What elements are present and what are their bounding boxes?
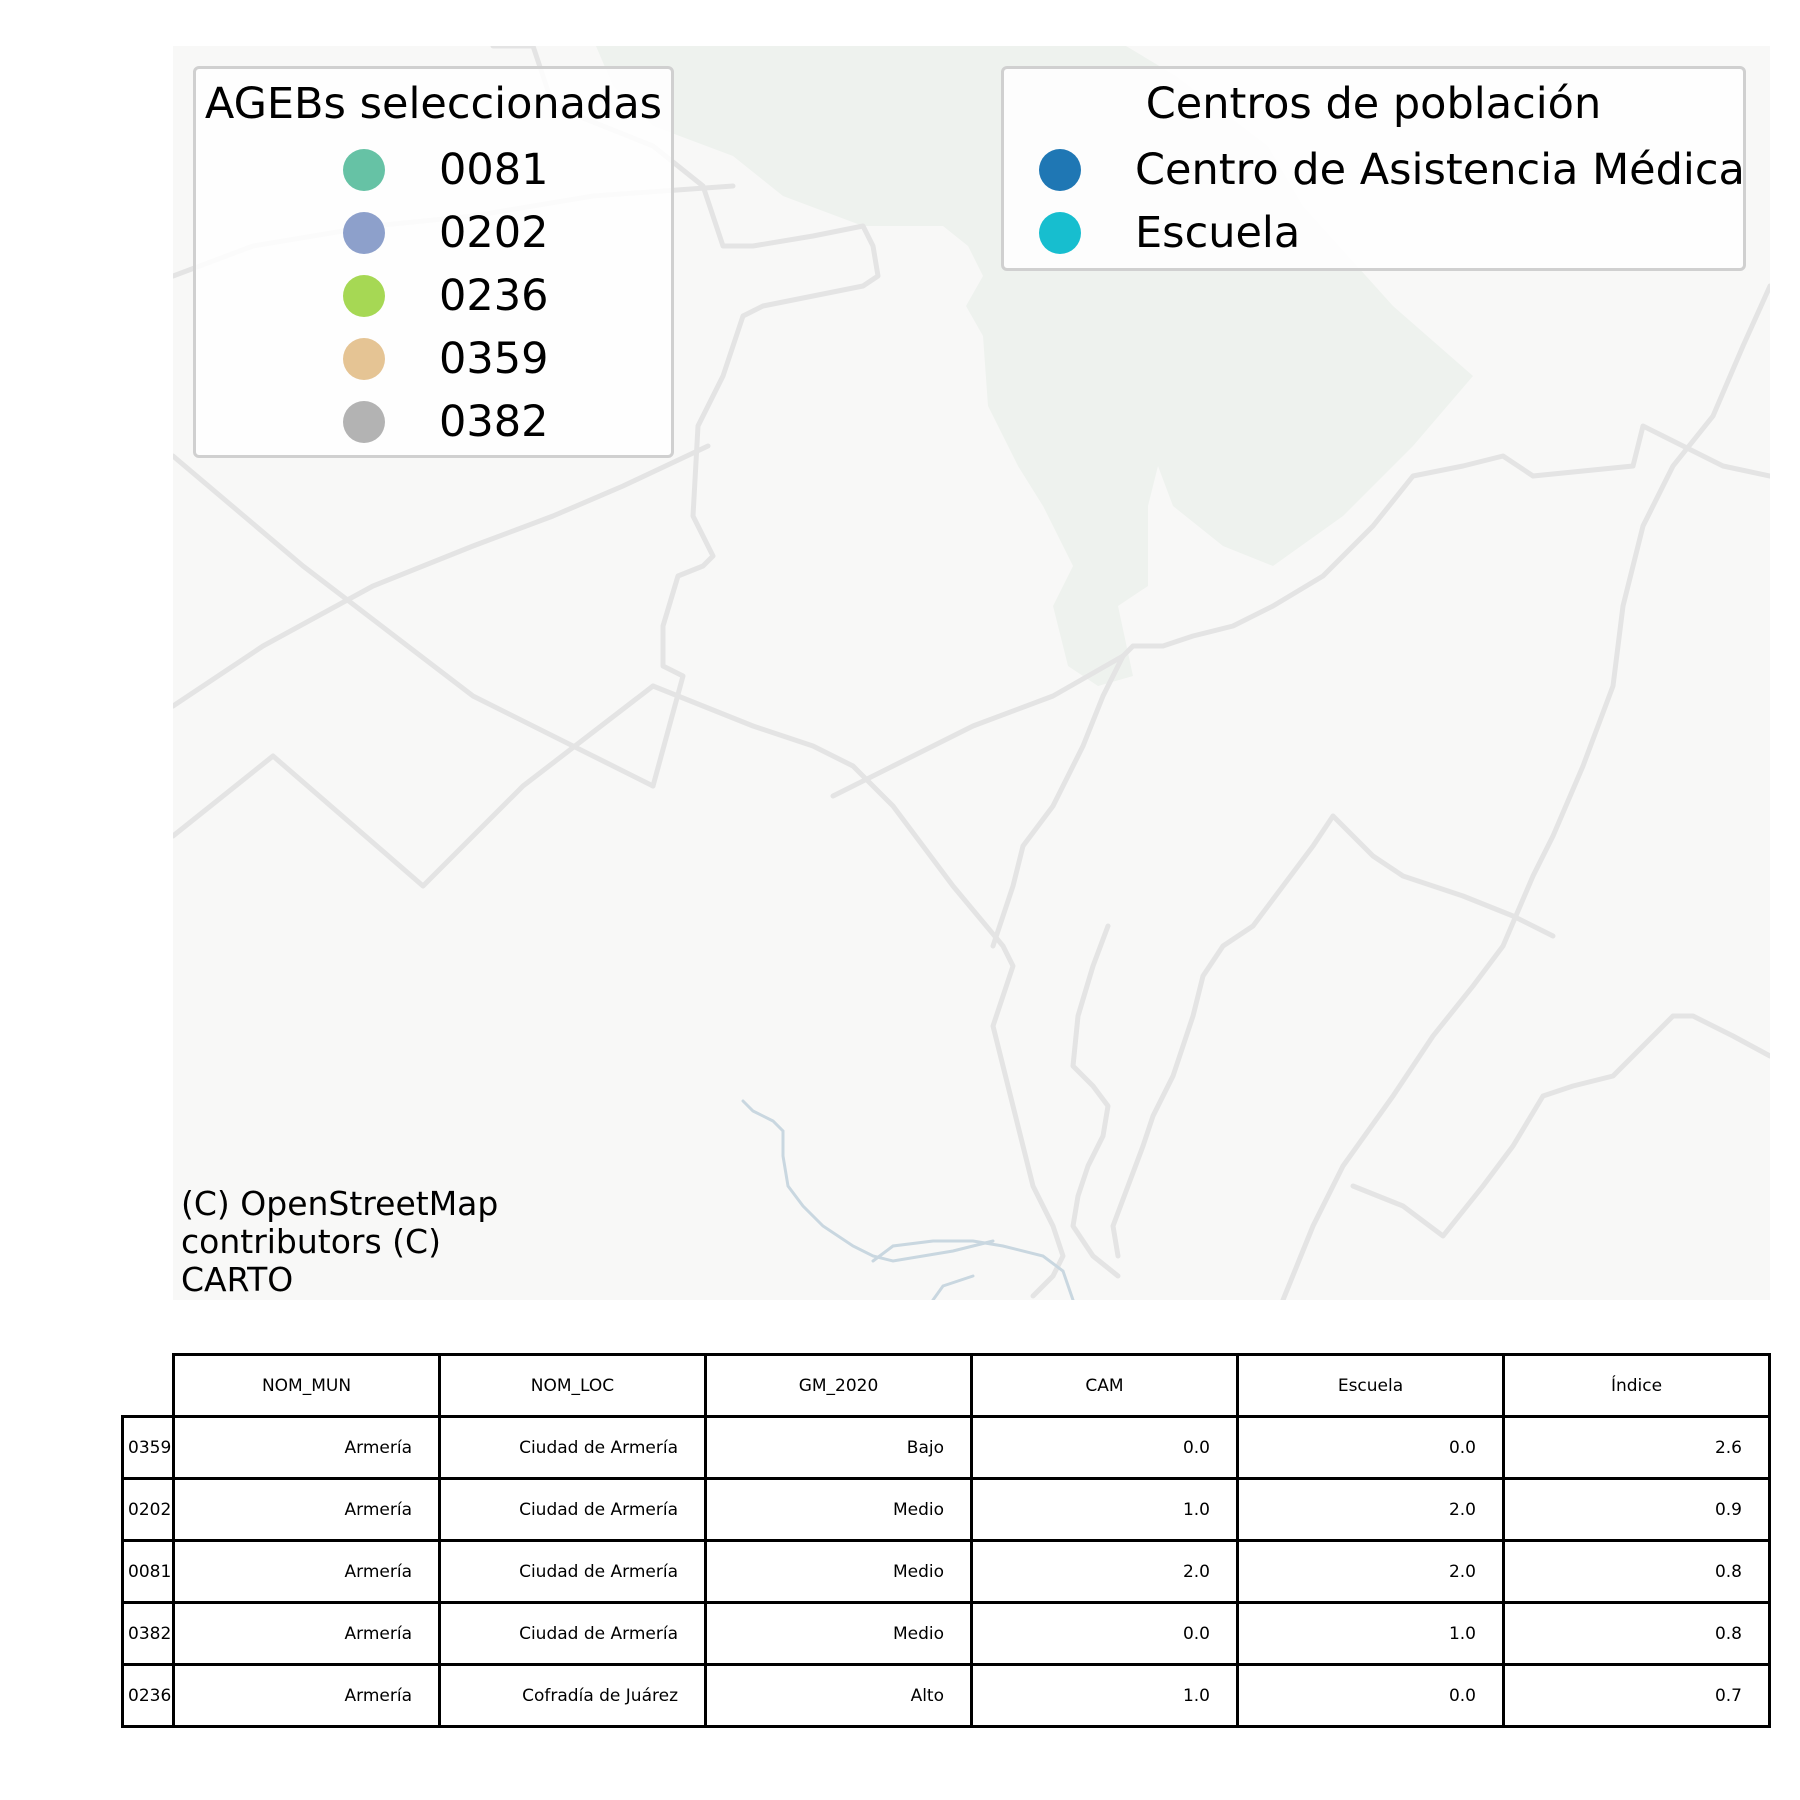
legend-marker (1039, 212, 1081, 254)
legend-item: 0382 (196, 397, 671, 447)
row-index-cell: 0382 (121, 1601, 175, 1666)
table-cell: 0.7 (1502, 1663, 1771, 1728)
column-header: CAM (970, 1353, 1239, 1418)
legend-marker (343, 212, 385, 254)
table-cell: 2.0 (1236, 1477, 1505, 1542)
legend-marker (343, 275, 385, 317)
legend-item: 0359 (196, 334, 671, 384)
table-cell: 2.0 (970, 1539, 1239, 1604)
legend-label: 0202 (439, 208, 549, 258)
table-row: 0382 Armería Ciudad de Armería Medio 0.0 1.0 0… (121, 1601, 1771, 1666)
legend-marker (343, 149, 385, 191)
table-cell: 0.9 (1502, 1477, 1771, 1542)
legend-item: Escuela (1004, 208, 1743, 258)
table-cell: Ciudad de Armería (438, 1539, 707, 1604)
table-cell: Armería (172, 1477, 441, 1542)
table-cell: Ciudad de Armería (438, 1601, 707, 1666)
table-cell: 0.0 (970, 1601, 1239, 1666)
table-cell: 1.0 (1236, 1601, 1505, 1666)
column-header: GM_2020 (704, 1353, 973, 1418)
table-header-row: NOM_MUN NOM_LOC GM_2020 CAM Escuela Índi… (122, 1353, 1771, 1418)
river (741, 1099, 995, 1263)
row-index-cell: 0236 (121, 1663, 175, 1728)
road (1350, 1013, 1770, 1239)
table-cell: 0.0 (970, 1415, 1239, 1480)
table-cell: Armería (172, 1539, 441, 1604)
legend-label: 0359 (439, 334, 549, 384)
river (931, 1274, 975, 1300)
legend-marker (343, 401, 385, 443)
row-index-cell: 0081 (121, 1539, 175, 1604)
table-row: 0202 Armería Ciudad de Armería Medio 1.0 2.0 0… (121, 1477, 1771, 1542)
legend-label: Escuela (1135, 208, 1301, 258)
legend-label: 0081 (439, 145, 549, 195)
road (990, 653, 1126, 949)
row-index-cell: 0202 (121, 1477, 175, 1542)
table-cell: Bajo (704, 1415, 973, 1480)
map-attribution: (C) OpenStreetMap contributors (C) CARTO (181, 1184, 499, 1299)
table-cell: Ciudad de Armería (438, 1477, 707, 1542)
table-cell: Medio (704, 1601, 973, 1666)
table-cell: 1.0 (970, 1477, 1239, 1542)
legend-item: 0236 (196, 271, 671, 321)
column-header: NOM_LOC (438, 1353, 707, 1418)
road (1120, 423, 1770, 659)
table-cell: Armería (172, 1663, 441, 1728)
table-cell: 0.0 (1236, 1663, 1505, 1728)
ageb-legend: AGEBs seleccionadas 0081 0202 0236 0359 0382 (193, 66, 674, 458)
legend-item: 0081 (196, 145, 671, 195)
table-cell: Armería (172, 1415, 441, 1480)
road (650, 683, 1066, 1299)
table-corner (122, 1354, 175, 1418)
road (1070, 923, 1121, 1279)
legend-item: Centro de Asistencia Médica (1004, 145, 1745, 195)
table-cell: Ciudad de Armería (438, 1415, 707, 1480)
centros-legend: Centros de población Centro de Asistenci… (1001, 66, 1746, 271)
table-cell: 2.0 (1236, 1539, 1505, 1604)
ageb-legend-title: AGEBs seleccionadas (204, 79, 663, 129)
column-header: NOM_MUN (172, 1353, 441, 1418)
table-row: 0359 Armería Ciudad de Armería Bajo 0.0 0.0 2.… (121, 1415, 1771, 1480)
column-header: Escuela (1236, 1353, 1505, 1418)
table-cell: 0.0 (1236, 1415, 1505, 1480)
legend-marker (343, 338, 385, 380)
table-cell: Medio (704, 1539, 973, 1604)
table-cell: 0.8 (1502, 1601, 1771, 1666)
road (830, 653, 1126, 799)
table-cell: Armería (172, 1601, 441, 1666)
table-cell: Cofradía de Juárez (438, 1663, 707, 1728)
row-index-cell: 0359 (121, 1415, 175, 1480)
river (871, 1239, 1075, 1300)
table-row: 0081 Armería Ciudad de Armería Medio 2.0 2.0 0… (121, 1539, 1771, 1604)
road (173, 683, 656, 889)
centros-legend-title: Centros de población (1145, 79, 1602, 129)
legend-item: 0202 (196, 208, 671, 258)
legend-marker (1039, 149, 1081, 191)
ageb-data-table: NOM_MUN NOM_LOC GM_2020 CAM Escuela Índi… (121, 1353, 1771, 1728)
table-cell: 2.6 (1502, 1415, 1771, 1480)
table-cell: 1.0 (970, 1663, 1239, 1728)
road (173, 443, 711, 709)
legend-label: 0236 (439, 271, 549, 321)
column-header: Índice (1502, 1353, 1771, 1418)
table-cell: Alto (704, 1663, 973, 1728)
table-row: 0236 Armería Cofradía de Juárez Alto 1.0 0.0 0… (121, 1663, 1771, 1728)
road (173, 453, 656, 789)
legend-label: Centro de Asistencia Médica (1135, 145, 1745, 195)
road (1280, 283, 1770, 1300)
table-cell: Medio (704, 1477, 973, 1542)
table-cell: 0.8 (1502, 1539, 1771, 1604)
road (1110, 813, 1556, 1259)
legend-label: 0382 (439, 397, 549, 447)
